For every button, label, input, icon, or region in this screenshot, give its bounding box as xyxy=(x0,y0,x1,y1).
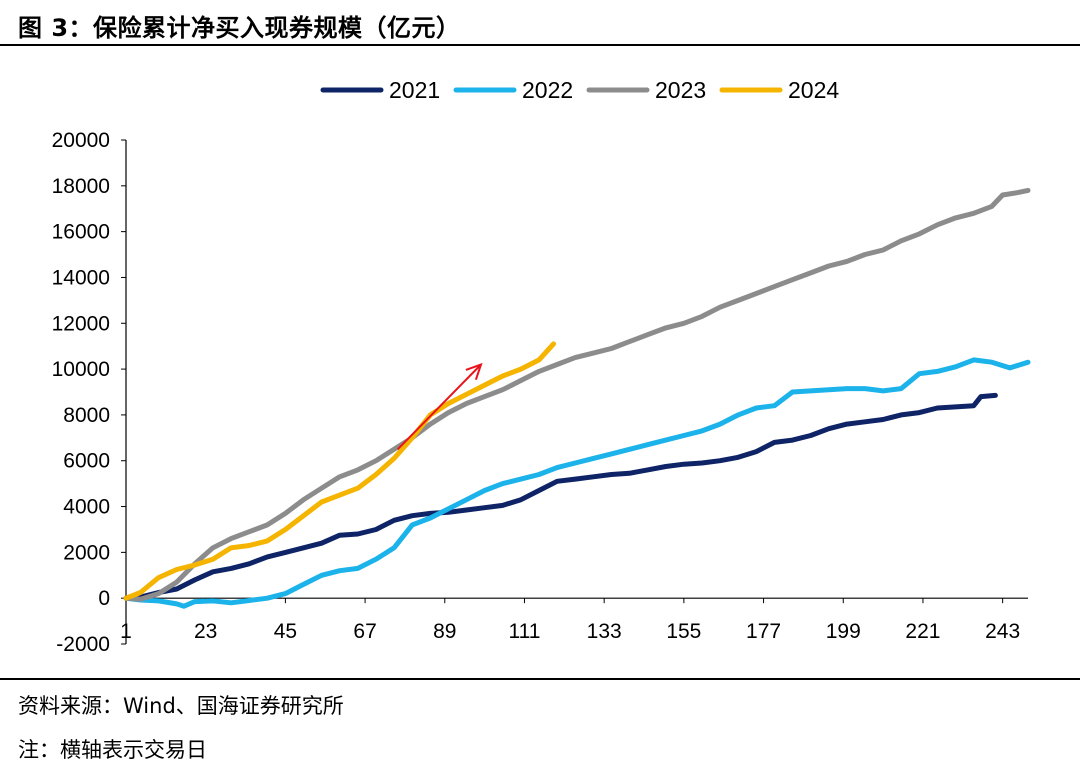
y-tick-label: 18000 xyxy=(52,175,110,198)
x-tick-label: 221 xyxy=(905,620,940,643)
x-tick-label: 67 xyxy=(353,620,376,643)
x-tick-label: 177 xyxy=(746,620,781,643)
x-tick-label: 111 xyxy=(509,620,541,643)
figure-header: 图 3：保险累计净买入现券规模（亿元） xyxy=(0,0,1080,46)
series-line-2024 xyxy=(123,341,556,601)
series-line-2022 xyxy=(123,357,1031,609)
x-tick-label: 45 xyxy=(274,620,297,643)
axis-note: 注：横轴表示交易日 xyxy=(18,738,207,762)
annotations xyxy=(396,362,483,450)
y-tick-label: 14000 xyxy=(52,266,110,289)
x-tick-label: 89 xyxy=(433,620,456,643)
y-tick-label: 20000 xyxy=(52,129,110,152)
x-tick-label: 133 xyxy=(587,620,622,643)
legend: 2021 2022 2023 2024 xyxy=(320,77,839,103)
footer-divider xyxy=(0,678,1080,680)
annotation-arrow-head xyxy=(465,362,483,381)
annotation-arrow-shaft xyxy=(396,363,482,450)
x-tick-label: 243 xyxy=(985,620,1020,643)
y-tick-label: 10000 xyxy=(52,358,110,381)
y-tick-label: 4000 xyxy=(63,496,110,519)
y-tick-label: 12000 xyxy=(52,312,110,335)
x-tick-label: 23 xyxy=(194,620,217,643)
series-group xyxy=(123,187,1031,609)
legend-label-2022: 2022 xyxy=(522,77,573,103)
series-line-2021 xyxy=(123,392,998,601)
legend-label-2024: 2024 xyxy=(788,77,839,103)
source-note: 资料来源：Wind、国海证券研究所 xyxy=(18,694,344,718)
y-tick-label: 6000 xyxy=(63,450,110,473)
y-tick-label: 0 xyxy=(98,587,110,610)
x-tick-label: 155 xyxy=(666,620,701,643)
y-tick-label: 16000 xyxy=(52,221,110,244)
y-tick-label: 2000 xyxy=(63,541,110,564)
axes: -2000 0 2000 4000 6000 8000 10000 12000 14000 160… xyxy=(52,129,1028,656)
y-tick-label: 8000 xyxy=(63,404,110,427)
x-tick-label: 1 xyxy=(120,620,132,643)
legend-label-2023: 2023 xyxy=(655,77,706,103)
x-tick-label: 199 xyxy=(826,620,861,643)
legend-label-2021: 2021 xyxy=(389,77,440,103)
y-tick-label: -2000 xyxy=(56,633,110,656)
series-line-2023 xyxy=(123,187,1031,602)
figure-title: 图 3：保险累计净买入现券规模（亿元） xyxy=(18,14,461,42)
